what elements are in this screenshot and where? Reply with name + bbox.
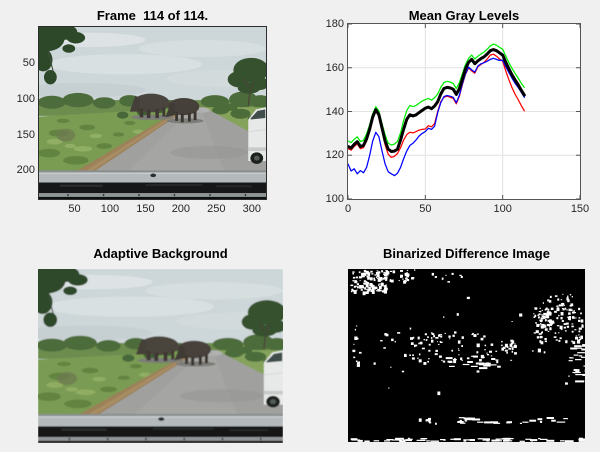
mean-gray-title: Mean Gray Levels — [408, 8, 520, 23]
speckles — [350, 269, 585, 442]
frame-y-tick-200: 200 — [16, 164, 35, 177]
binarized-title: Binarized Difference Image — [383, 246, 550, 261]
chart-x-tick-0: 0 — [344, 203, 352, 215]
chart-y-tick-180: 180 — [325, 18, 344, 30]
frame-x-tick-200: 200 — [171, 203, 191, 215]
chart-x-tick-150: 150 — [570, 203, 590, 215]
chart-y-tick-140: 140 — [325, 105, 344, 118]
green-channel-mean-line — [348, 43, 525, 146]
frame-x-tick-100: 100 — [100, 203, 120, 215]
chart-y-tick-100: 100 — [325, 193, 344, 205]
frame-image — [39, 27, 266, 199]
frame-x-tick-250: 250 — [207, 203, 226, 215]
adaptive-background-image — [38, 269, 283, 443]
overall-mean-line — [348, 48, 526, 153]
binarized-difference-image — [348, 269, 585, 442]
frame-panel-title: Frame 114 of 114. — [96, 8, 209, 23]
binarized-image-panel — [348, 269, 585, 442]
frame-y-tick-100: 100 — [16, 92, 35, 105]
frame-x-tick-300: 300 — [242, 203, 261, 215]
frame-y-tick-150: 150 — [16, 128, 35, 141]
adaptive-bg-title: Adaptive Background — [93, 246, 228, 261]
blue-channel-mean-line — [348, 57, 525, 177]
frame-x-tick-150: 150 — [136, 203, 155, 215]
chart-y-tick-160: 160 — [325, 61, 344, 74]
chart-x-tick-50: 50 — [419, 203, 432, 215]
chart-x-tick-100: 100 — [493, 203, 512, 215]
mean-gray-chart — [348, 24, 580, 199]
frame-y-tick-50: 50 — [22, 56, 35, 69]
chart-y-tick-120: 120 — [325, 149, 344, 162]
adaptive-background-panel — [38, 269, 283, 443]
mean-gray-chart-panel — [347, 23, 581, 200]
frame-image-panel — [38, 26, 267, 200]
frame-x-tick-50: 50 — [68, 203, 81, 215]
